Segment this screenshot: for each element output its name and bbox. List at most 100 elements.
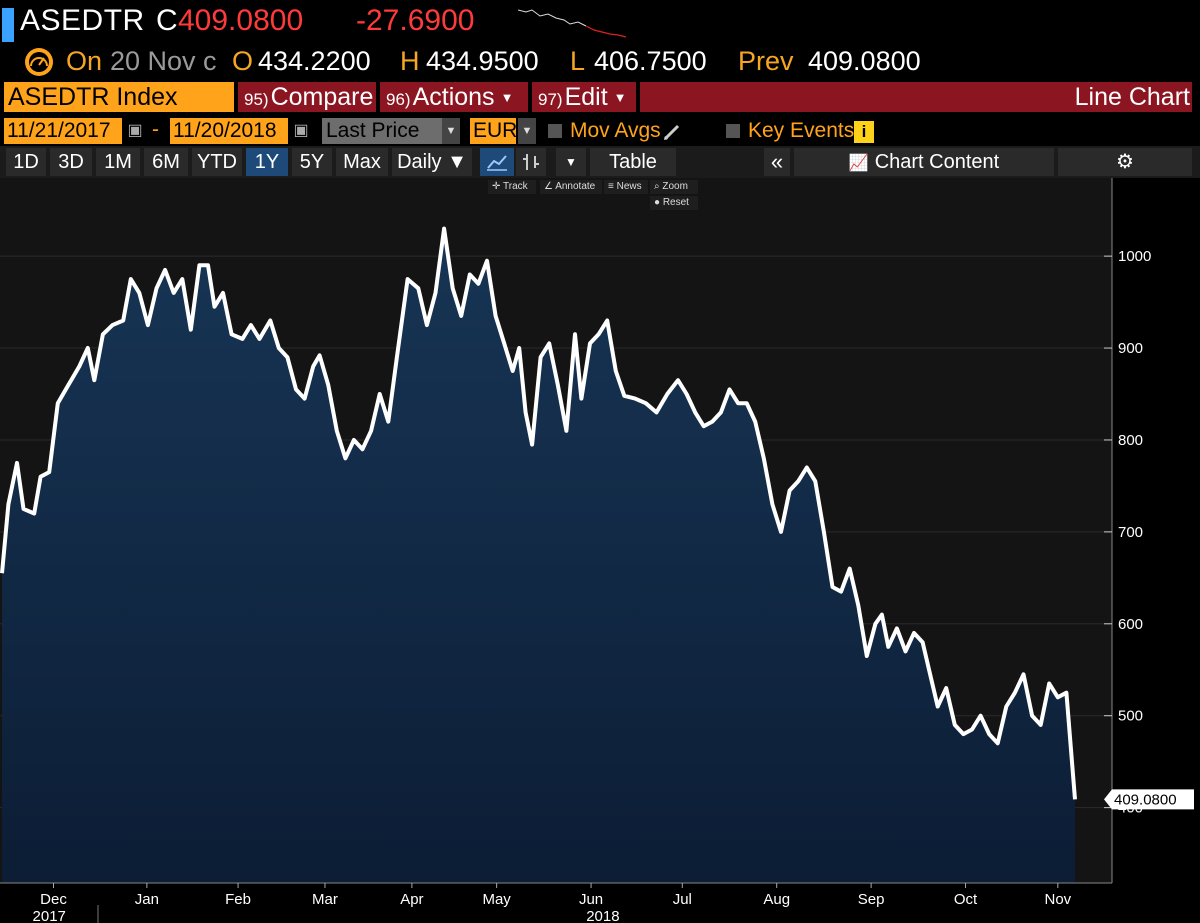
period-1y[interactable]: 1Y <box>246 148 288 176</box>
zoom-label: Zoom <box>662 181 688 192</box>
toolbar-filler <box>640 82 1192 112</box>
reset-label: Reset <box>662 197 689 208</box>
frequency-select[interactable]: Daily ▼ <box>392 148 472 176</box>
x-year-label: 2017 <box>33 908 66 923</box>
period-max[interactable]: Max <box>336 148 388 176</box>
chart-type-label[interactable]: Line Chart <box>1074 83 1190 111</box>
track-label: Track <box>503 181 528 192</box>
close-label: C <box>156 4 178 37</box>
ticker-symbol[interactable]: ASEDTR <box>20 4 145 37</box>
actions-label: Actions <box>412 83 495 111</box>
end-date-field[interactable]: 11/20/2018 <box>170 118 288 144</box>
key-events-checkbox[interactable] <box>726 124 740 138</box>
table-button[interactable]: Table <box>590 148 676 176</box>
x-month-label: Oct <box>954 891 978 908</box>
x-month-label: Dec <box>40 891 67 908</box>
ticker-marker <box>2 8 14 42</box>
low-value: 406.7500 <box>594 46 707 76</box>
info-icon[interactable]: i <box>854 121 874 143</box>
key-events-label: Key Events <box>748 119 855 142</box>
annotate-label: Annotate <box>555 181 596 192</box>
y-tick-label: 500 <box>1118 708 1143 725</box>
collapse-left-icon[interactable]: « <box>764 148 790 176</box>
chart-content-icon: 📈 <box>848 155 869 172</box>
price-line[interactable] <box>0 226 1077 800</box>
last-price: 409.0800 <box>178 4 304 37</box>
compare-button[interactable]: 95)Compare <box>238 82 376 112</box>
period-3d[interactable]: 3D <box>50 148 92 176</box>
edit-caret-icon: ▼ <box>613 90 627 105</box>
low-label: L <box>570 46 586 76</box>
actions-number: 96) <box>386 90 411 109</box>
prev-label: Prev <box>738 46 794 76</box>
x-month-label: May <box>482 891 511 908</box>
start-date-field[interactable]: 11/21/2017 <box>4 118 122 144</box>
reset-tool[interactable]: ● Reset <box>650 196 698 210</box>
candle-chart-icon[interactable] <box>516 148 546 176</box>
x-axis: Dec Jan Feb Mar Apr May Jun Jul Aug Sep Oct Nov 2017… <box>0 882 1112 923</box>
high-value: 434.9500 <box>426 46 539 76</box>
x-month-label: Jan <box>135 891 159 908</box>
reset-icon: ● <box>654 197 661 208</box>
period-bar: 1D 3D 1M 6M YTD 1Y 5Y Max Daily ▼ ▼ Tabl… <box>0 146 1200 178</box>
price-field-select[interactable]: Last Price <box>322 118 442 144</box>
line-chart-icon[interactable] <box>480 148 514 176</box>
price-area <box>2 228 1075 884</box>
y-tick-label: 900 <box>1118 340 1143 357</box>
compare-number: 95) <box>244 90 269 109</box>
gauge-icon <box>25 48 53 76</box>
on-label: On <box>66 46 103 76</box>
edit-button[interactable]: 97)Edit ▼ <box>532 82 636 112</box>
price-chart[interactable]: 4005006007008009001000 DecJanFebMarAprMa… <box>0 178 1200 923</box>
compare-label: Compare <box>270 83 374 111</box>
zoom-icon: ⌕ <box>654 181 660 192</box>
chart-content-label: Chart Content <box>874 151 1000 173</box>
news-tool[interactable]: ≡ News <box>604 180 648 194</box>
period-1m[interactable]: 1M <box>96 148 140 176</box>
edit-number: 97) <box>538 90 563 109</box>
annotate-tool[interactable]: ∠ Annotate <box>540 180 602 194</box>
x-month-label: Apr <box>400 891 423 908</box>
edit-label: Edit <box>564 83 608 111</box>
security-field[interactable]: ASEDTR Index <box>4 82 234 112</box>
calendar-icon[interactable]: ▣ <box>293 122 309 139</box>
ohlc-bar: On 20 Nov c O 434.2200 H 434.9500 L 406.… <box>0 44 1200 80</box>
chevron-down-icon[interactable]: ▼ <box>442 118 460 144</box>
actions-caret-icon: ▼ <box>500 90 514 105</box>
mov-avgs-label: Mov Avgs <box>570 119 661 142</box>
pencil-icon[interactable] <box>662 122 682 142</box>
chevron-down-icon[interactable]: ▼ <box>556 148 586 176</box>
gear-icon[interactable]: ⚙ <box>1058 148 1192 176</box>
crosshair-icon: ✛ <box>492 181 501 192</box>
chart-content-button[interactable]: 📈 Chart Content <box>794 148 1054 176</box>
y-tick-label: 700 <box>1118 524 1143 541</box>
track-tool[interactable]: ✛ Track <box>488 180 536 194</box>
annotate-icon: ∠ <box>544 181 553 192</box>
open-value: 434.2200 <box>258 46 371 76</box>
sparkline-icon <box>518 9 627 38</box>
y-tick-label: 800 <box>1118 432 1143 449</box>
period-1d[interactable]: 1D <box>6 148 46 176</box>
period-5y[interactable]: 5Y <box>292 148 332 176</box>
prev-value: 409.0800 <box>808 46 921 76</box>
period-ytd[interactable]: YTD <box>192 148 242 176</box>
calendar-icon[interactable]: ▣ <box>127 122 143 139</box>
high-label: H <box>400 46 420 76</box>
x-month-label: Mar <box>312 891 338 908</box>
currency-select[interactable]: EUR <box>470 118 517 144</box>
net-change: -27.6900 <box>356 4 475 37</box>
chevron-down-icon[interactable]: ▼ <box>518 118 536 144</box>
y-tick-label: 1000 <box>1118 248 1151 265</box>
chart-area[interactable]: 4005006007008009001000 DecJanFebMarAprMa… <box>0 178 1200 923</box>
command-toolbar: ASEDTR Index 95)Compare 96)Actions ▼ 97)E… <box>0 80 1200 114</box>
last-value-tag: 409.0800 <box>1104 789 1194 810</box>
zoom-tool[interactable]: ⌕ Zoom <box>650 180 698 194</box>
range-controls: 11/21/2017 ▣ - 11/20/2018 ▣ Last Price ▼… <box>0 116 1200 146</box>
actions-button[interactable]: 96)Actions ▼ <box>380 82 528 112</box>
y-tick-label: 600 <box>1118 616 1143 633</box>
last-value-text: 409.0800 <box>1114 791 1177 808</box>
candle-glyph <box>523 154 539 170</box>
mov-avgs-checkbox[interactable] <box>548 124 562 138</box>
period-6m[interactable]: 6M <box>144 148 188 176</box>
x-month-label: Feb <box>225 891 251 908</box>
